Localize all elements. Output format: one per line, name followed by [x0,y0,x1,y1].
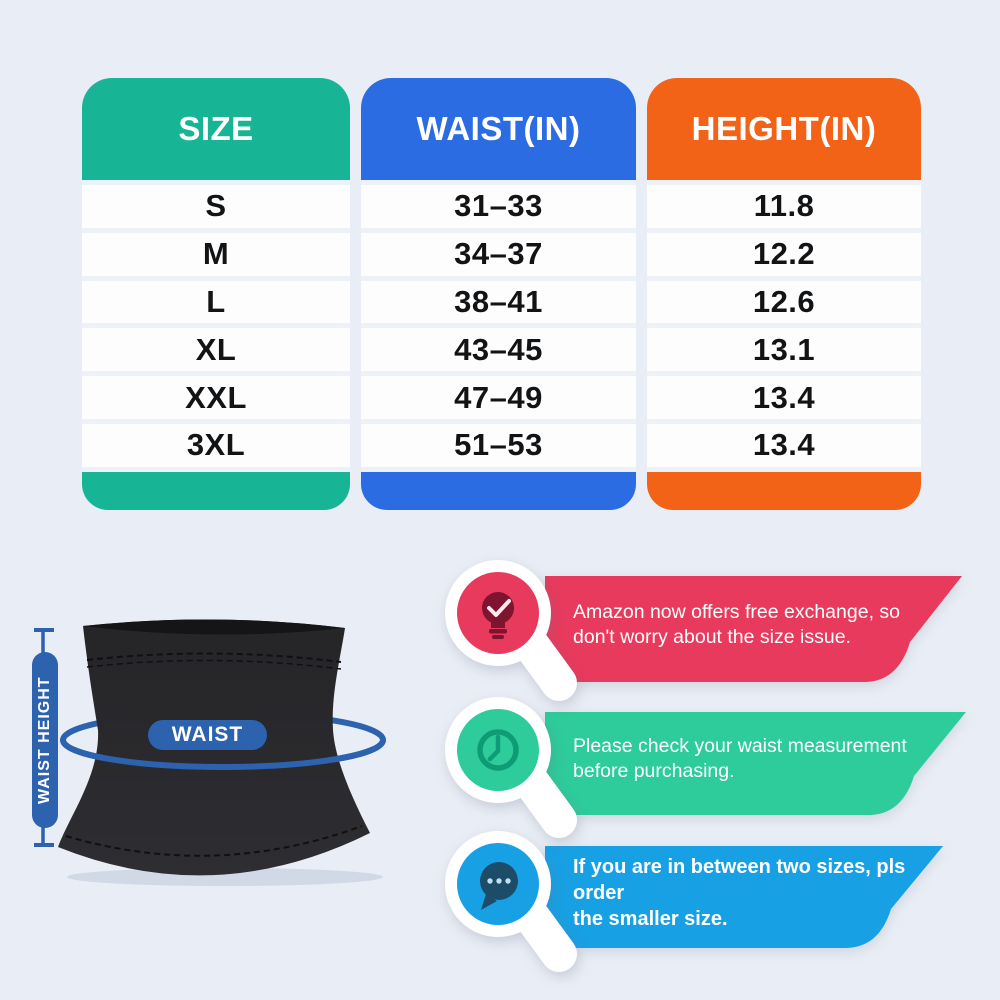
blue-banner-shape [545,846,943,948]
column-footer-size [82,466,350,510]
waist-cell: 31–33 [361,180,636,228]
column-header-height-label: HEIGHT(IN) [691,110,877,147]
waist-cell: 51–53 [361,418,636,467]
waist-trainer-opening [83,619,345,635]
size-cell: S [82,180,350,228]
column-footer-waist [361,466,636,510]
waist-height-pill [32,652,58,828]
callout-banner-between-sizes: If you are in between two sizes, pls ord… [545,846,943,948]
column-header-height: HEIGHT(IN) [647,78,921,180]
column-header-waist: WAIST(IN) [361,78,636,180]
height-cell: 12.6 [647,275,921,324]
size-chart-column-size: SIZE S M L XL XXL 3XL [82,78,350,510]
callout-banner-exchange: Amazon now offers free exchange, so don'… [545,576,962,682]
chat-dots-icon [445,831,577,972]
waist-measure-ellipse-front [60,739,386,770]
size-cell: 3XL [82,418,350,467]
height-cell: 11.8 [647,180,921,228]
waist-cell: 38–41 [361,275,636,324]
waist-trainer-diagram: WAIST WAIST HEIGHT [30,600,430,890]
column-header-waist-label: WAIST(IN) [416,110,581,147]
column-header-size: SIZE [82,78,350,180]
green-banner-shape [545,712,966,815]
top-stitch-line-2 [86,659,342,670]
waist-label-pill: WAIST [148,720,267,750]
bottom-stitch-line [65,825,363,857]
size-chart-column-height: HEIGHT(IN) 11.8 12.2 12.6 13.1 13.4 13.4 [647,78,921,510]
ground-shadow [67,868,383,886]
column-header-size-label: SIZE [178,110,254,147]
top-stitch-line [86,652,342,663]
size-cell: L [82,275,350,324]
lightbulb-check-icon [445,560,577,701]
waist-label: WAIST [171,723,244,746]
waist-cell: 47–49 [361,371,636,419]
height-cell: 13.1 [647,323,921,372]
waist-height-label: WAIST HEIGHT [36,676,53,804]
size-cell: XXL [82,371,350,419]
size-cell: XL [82,323,350,372]
callout-banner-measure: Please check your waist measurement befo… [545,712,966,815]
callout-text-exchange: Amazon now offers free exchange, so don'… [573,600,900,648]
height-cell: 13.4 [647,418,921,467]
callout-text-measure: Please check your waist measurement befo… [573,735,907,783]
callout-text-between-sizes: If you are in between two sizes, pls ord… [573,855,906,930]
clock-icon [445,697,577,838]
height-cell: 12.2 [647,227,921,276]
size-chart-column-waist: WAIST(IN) 31–33 34–37 38–41 43–45 47–49 … [361,78,636,510]
height-cell: 13.4 [647,371,921,419]
column-footer-height [647,466,921,510]
waist-cell: 34–37 [361,227,636,276]
red-banner-shape [545,576,962,682]
waist-cell: 43–45 [361,323,636,372]
size-cell: M [82,227,350,276]
